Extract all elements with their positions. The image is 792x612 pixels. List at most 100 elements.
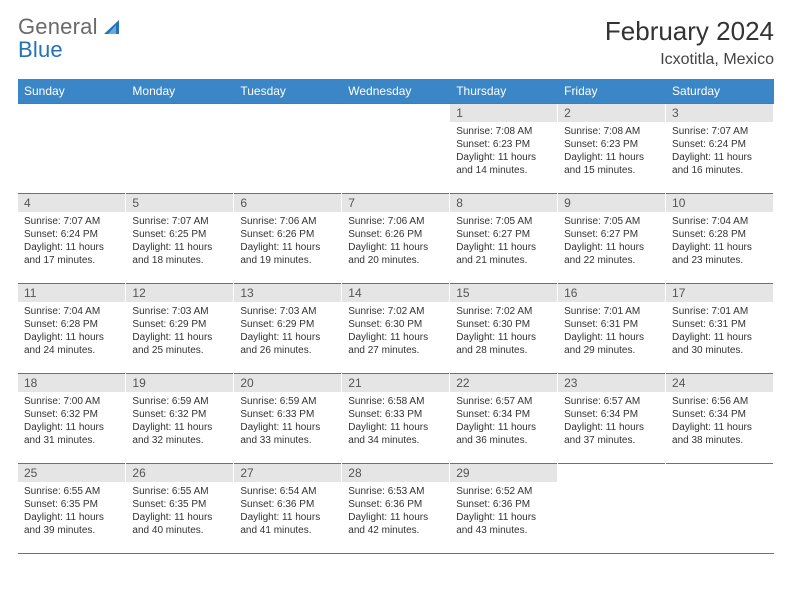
day-header-row: SundayMondayTuesdayWednesdayThursdayFrid… [18,79,774,104]
sunset-line: Sunset: 6:36 PM [240,498,335,511]
sunrise-line: Sunrise: 7:05 AM [456,215,551,228]
calendar-week: 1Sunrise: 7:08 AMSunset: 6:23 PMDaylight… [18,104,774,194]
daylight-line: Daylight: 11 hours and 24 minutes. [24,331,119,357]
sunset-line: Sunset: 6:34 PM [456,408,551,421]
daylight-line: Daylight: 11 hours and 41 minutes. [240,511,335,537]
sunrise-line: Sunrise: 7:05 AM [564,215,659,228]
day-details: Sunrise: 6:54 AMSunset: 6:36 PMDaylight:… [234,482,341,539]
day-details: Sunrise: 7:07 AMSunset: 6:24 PMDaylight:… [666,122,773,179]
day-details: Sunrise: 6:59 AMSunset: 6:32 PMDaylight:… [126,392,233,449]
day-details: Sunrise: 7:07 AMSunset: 6:25 PMDaylight:… [126,212,233,269]
sunset-line: Sunset: 6:29 PM [132,318,227,331]
daylight-line: Daylight: 11 hours and 29 minutes. [564,331,659,357]
daylight-line: Daylight: 11 hours and 39 minutes. [24,511,119,537]
logo: General Blue [18,16,124,62]
sunrise-line: Sunrise: 7:06 AM [348,215,443,228]
calendar-cell: 16Sunrise: 7:01 AMSunset: 6:31 PMDayligh… [558,284,666,374]
sunrise-line: Sunrise: 7:00 AM [24,395,119,408]
calendar-cell: 15Sunrise: 7:02 AMSunset: 6:30 PMDayligh… [450,284,558,374]
daylight-line: Daylight: 11 hours and 28 minutes. [456,331,551,357]
sunrise-line: Sunrise: 6:58 AM [348,395,443,408]
day-details: Sunrise: 6:52 AMSunset: 6:36 PMDaylight:… [450,482,557,539]
daylight-line: Daylight: 11 hours and 30 minutes. [672,331,767,357]
daylight-line: Daylight: 11 hours and 42 minutes. [348,511,443,537]
logo-stack: General Blue [18,16,124,62]
sunset-line: Sunset: 6:23 PM [456,138,551,151]
day-header: Saturday [666,79,774,104]
sunrise-line: Sunrise: 7:08 AM [456,125,551,138]
calendar-cell: 5Sunrise: 7:07 AMSunset: 6:25 PMDaylight… [126,194,234,284]
sunset-line: Sunset: 6:32 PM [24,408,119,421]
day-details: Sunrise: 6:57 AMSunset: 6:34 PMDaylight:… [558,392,665,449]
daylight-line: Daylight: 11 hours and 20 minutes. [348,241,443,267]
calendar-cell: 12Sunrise: 7:03 AMSunset: 6:29 PMDayligh… [126,284,234,374]
calendar-cell: 18 Sunrise: 7:00 AMSunset: 6:32 PMDayligh… [18,374,126,464]
sunset-line: Sunset: 6:24 PM [24,228,119,241]
calendar-cell: 23Sunrise: 6:57 AMSunset: 6:34 PMDayligh… [558,374,666,464]
calendar-cell [558,464,666,554]
day-number: 29 [450,464,557,482]
day-number: 18 [18,374,125,392]
calendar-cell: 17Sunrise: 7:01 AMSunset: 6:31 PMDayligh… [666,284,774,374]
calendar-cell: 8Sunrise: 7:05 AMSunset: 6:27 PMDaylight… [450,194,558,284]
daylight-line: Daylight: 11 hours and 34 minutes. [348,421,443,447]
month-title: February 2024 [605,16,774,47]
sunset-line: Sunset: 6:26 PM [240,228,335,241]
day-header: Tuesday [234,79,342,104]
day-number: 6 [234,194,341,212]
day-number: 20 [234,374,341,392]
daylight-line: Daylight: 11 hours and 27 minutes. [348,331,443,357]
calendar-cell [18,104,126,194]
day-number: 19 [126,374,233,392]
daylight-line: Daylight: 11 hours and 40 minutes. [132,511,227,537]
day-number: 21 [342,374,449,392]
day-details: Sunrise: 7:06 AMSunset: 6:26 PMDaylight:… [234,212,341,269]
sunset-line: Sunset: 6:31 PM [564,318,659,331]
sunrise-line: Sunrise: 6:57 AM [564,395,659,408]
day-header: Friday [558,79,666,104]
day-number: 26 [126,464,233,482]
day-number: 3 [666,104,773,122]
sunrise-line: Sunrise: 6:53 AM [348,485,443,498]
sunset-line: Sunset: 6:31 PM [672,318,767,331]
calendar-week: 11Sunrise: 7:04 AMSunset: 6:28 PMDayligh… [18,284,774,374]
sunrise-line: Sunrise: 6:55 AM [24,485,119,498]
day-details: Sunrise: 7:03 AMSunset: 6:29 PMDaylight:… [126,302,233,359]
day-details: Sunrise: 7:01 AMSunset: 6:31 PMDaylight:… [558,302,665,359]
sunset-line: Sunset: 6:27 PM [456,228,551,241]
title-block: February 2024 Icxotitla, Mexico [605,16,774,69]
daylight-line: Daylight: 11 hours and 31 minutes. [24,421,119,447]
day-number: 17 [666,284,773,302]
sunrise-line: Sunrise: 6:55 AM [132,485,227,498]
sunrise-line: Sunrise: 7:07 AM [672,125,767,138]
calendar-cell: 25Sunrise: 6:55 AMSunset: 6:35 PMDayligh… [18,464,126,554]
header: General Blue February 2024 Icxotitla, Me… [18,16,774,69]
day-details: Sunrise: 7:05 AMSunset: 6:27 PMDaylight:… [450,212,557,269]
sunset-line: Sunset: 6:29 PM [240,318,335,331]
calendar-document: General Blue February 2024 Icxotitla, Me… [0,0,792,564]
calendar-cell: 24Sunrise: 6:56 AMSunset: 6:34 PMDayligh… [666,374,774,464]
calendar-body: 1Sunrise: 7:08 AMSunset: 6:23 PMDaylight… [18,104,774,554]
daylight-line: Daylight: 11 hours and 32 minutes. [132,421,227,447]
daylight-line: Daylight: 11 hours and 22 minutes. [564,241,659,267]
sunrise-line: Sunrise: 7:03 AM [240,305,335,318]
calendar-cell: 22Sunrise: 6:57 AMSunset: 6:34 PMDayligh… [450,374,558,464]
day-details: Sunrise: 6:56 AMSunset: 6:34 PMDaylight:… [666,392,773,449]
sunrise-line: Sunrise: 6:59 AM [132,395,227,408]
calendar-cell: 1Sunrise: 7:08 AMSunset: 6:23 PMDaylight… [450,104,558,194]
day-number: 7 [342,194,449,212]
day-number: 16 [558,284,665,302]
sunrise-line: Sunrise: 6:56 AM [672,395,767,408]
sunset-line: Sunset: 6:35 PM [24,498,119,511]
day-details: Sunrise: 7:08 AMSunset: 6:23 PMDaylight:… [558,122,665,179]
sunrise-line: Sunrise: 7:02 AM [456,305,551,318]
day-details: Sunrise: 7:01 AMSunset: 6:31 PMDaylight:… [666,302,773,359]
calendar-cell: 9Sunrise: 7:05 AMSunset: 6:27 PMDaylight… [558,194,666,284]
sunset-line: Sunset: 6:33 PM [348,408,443,421]
sunrise-line: Sunrise: 7:01 AM [672,305,767,318]
day-number: 1 [450,104,557,122]
day-details: Sunrise: 6:53 AMSunset: 6:36 PMDaylight:… [342,482,449,539]
sunrise-line: Sunrise: 7:07 AM [24,215,119,228]
sunset-line: Sunset: 6:30 PM [348,318,443,331]
calendar-cell: 2Sunrise: 7:08 AMSunset: 6:23 PMDaylight… [558,104,666,194]
